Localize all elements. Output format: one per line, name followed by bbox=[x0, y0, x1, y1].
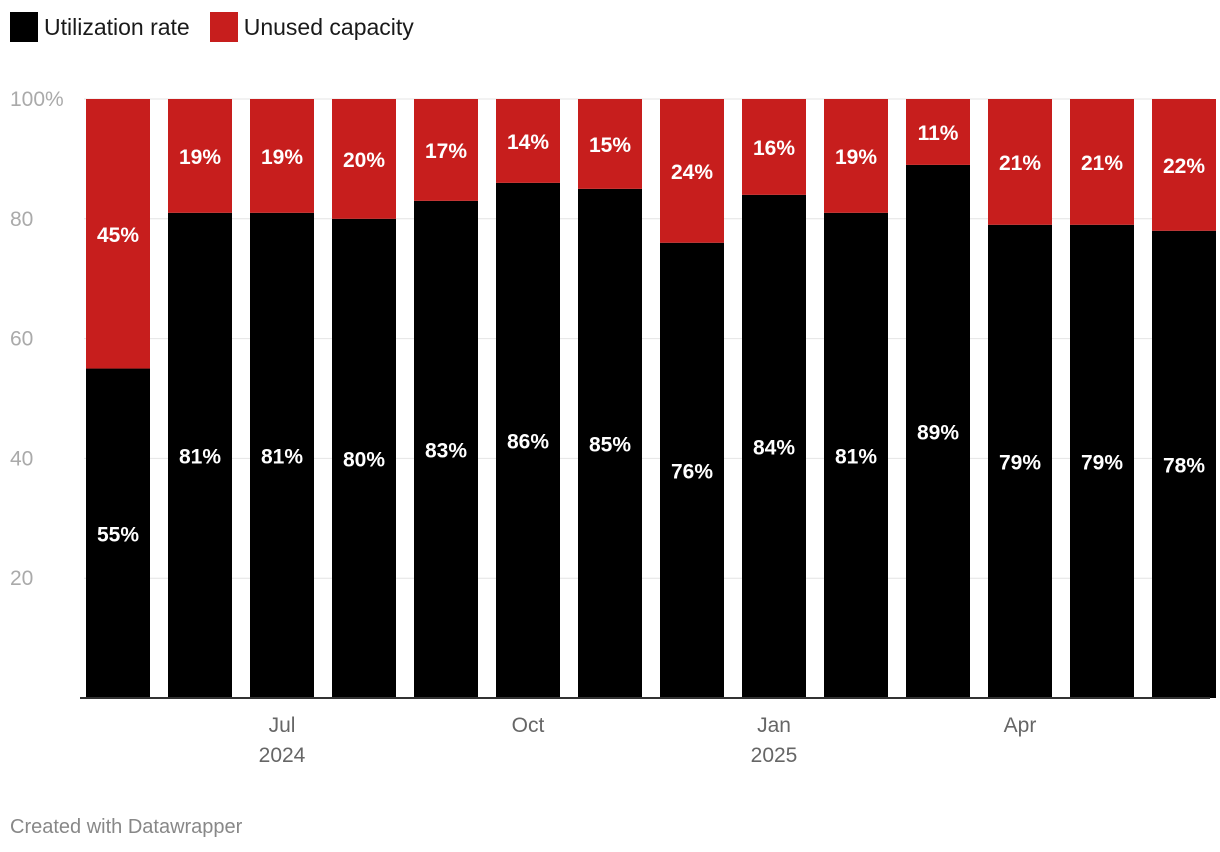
bar-label-utilization: 79% bbox=[999, 451, 1041, 474]
bar-utilization bbox=[1152, 230, 1216, 698]
y-tick-label: 60 bbox=[10, 328, 33, 351]
bar-unused bbox=[988, 99, 1052, 225]
bar-utilization bbox=[1070, 224, 1134, 699]
x-tick-label: Apr bbox=[1004, 714, 1037, 737]
bar-label-unused: 19% bbox=[835, 146, 877, 169]
bar-unused bbox=[1070, 99, 1134, 225]
bar-label-utilization: 81% bbox=[261, 445, 303, 468]
x-tick-label: Oct bbox=[512, 714, 545, 737]
bar-utilization bbox=[906, 164, 970, 698]
x-tick-year-label: 2024 bbox=[259, 744, 306, 767]
bar-utilization bbox=[988, 224, 1052, 699]
bar-unused bbox=[496, 99, 560, 183]
bar-unused bbox=[86, 99, 150, 369]
bar-label-unused: 22% bbox=[1163, 155, 1205, 178]
y-tick-label: 100% bbox=[10, 88, 64, 111]
bar-utilization bbox=[660, 242, 724, 698]
bar-label-utilization: 79% bbox=[1081, 451, 1123, 474]
bar-label-unused: 16% bbox=[753, 137, 795, 160]
bar-unused bbox=[414, 99, 478, 201]
bar-label-utilization: 76% bbox=[671, 460, 713, 483]
bar-label-utilization: 85% bbox=[589, 433, 631, 456]
legend-swatch-unused bbox=[209, 12, 238, 42]
bar-label-utilization: 84% bbox=[753, 436, 795, 459]
bar-label-utilization: 81% bbox=[179, 445, 221, 468]
bar-label-unused: 24% bbox=[671, 161, 713, 184]
x-tick-label: Jul bbox=[269, 714, 296, 737]
x-tick-label: Jan bbox=[757, 714, 791, 737]
bar-label-unused: 20% bbox=[343, 149, 385, 172]
bar-label-unused: 19% bbox=[261, 146, 303, 169]
bar-utilization bbox=[496, 182, 560, 699]
bar-utilization bbox=[824, 212, 888, 698]
bar-unused bbox=[660, 99, 724, 243]
bar-unused bbox=[578, 99, 642, 189]
bar-label-utilization: 89% bbox=[917, 421, 959, 444]
bar-utilization bbox=[414, 200, 478, 698]
bar-label-unused: 15% bbox=[589, 134, 631, 157]
y-tick-label: 40 bbox=[10, 447, 33, 470]
bar-unused bbox=[742, 99, 806, 195]
legend-item-utilization: Utilization rate bbox=[10, 12, 190, 42]
bar-utilization bbox=[250, 212, 314, 698]
bar-unused bbox=[332, 99, 396, 219]
bar-label-unused: 17% bbox=[425, 140, 467, 163]
bar-label-utilization: 80% bbox=[343, 448, 385, 471]
bar-label-utilization: 83% bbox=[425, 439, 467, 462]
legend-label-unused: Unused capacity bbox=[243, 13, 414, 40]
bar-label-utilization: 81% bbox=[835, 445, 877, 468]
legend-swatch-utilization bbox=[10, 12, 38, 42]
legend-label-utilization: Utilization rate bbox=[44, 13, 190, 40]
bar-utilization bbox=[742, 194, 806, 698]
bar-label-unused: 45% bbox=[97, 224, 139, 247]
bar-label-unused: 19% bbox=[179, 146, 221, 169]
bar-unused bbox=[250, 99, 314, 213]
bar-label-unused: 14% bbox=[507, 131, 549, 154]
bar-label-unused: 21% bbox=[999, 152, 1041, 175]
bar-label-utilization: 86% bbox=[507, 430, 549, 453]
bar-unused bbox=[906, 99, 970, 165]
y-tick-label: 80 bbox=[10, 208, 33, 231]
bar-label-utilization: 78% bbox=[1163, 454, 1205, 477]
bar-label-unused: 21% bbox=[1081, 152, 1123, 175]
bar-label-utilization: 55% bbox=[97, 523, 139, 546]
footer-credit: Created with Datawrapper bbox=[10, 816, 243, 838]
bar-label-unused: 11% bbox=[918, 122, 959, 145]
bar-utilization bbox=[168, 212, 232, 698]
bar-utilization bbox=[332, 218, 396, 699]
bar-utilization bbox=[578, 188, 642, 698]
bar-unused bbox=[168, 99, 232, 213]
legend: Utilization rate Unused capacity bbox=[10, 12, 434, 42]
y-tick-label: 20 bbox=[10, 567, 33, 590]
bar-unused bbox=[1152, 99, 1216, 231]
x-tick-year-label: 2025 bbox=[751, 744, 798, 767]
bar-utilization bbox=[86, 368, 150, 698]
bar-unused bbox=[824, 99, 888, 213]
legend-item-unused: Unused capacity bbox=[209, 12, 414, 42]
stacked-bar-chart: 20 40 60 80 100% 55% 45% 81% 19% 81% 19% 80% 20% 83% 1… bbox=[10, 88, 1216, 767]
